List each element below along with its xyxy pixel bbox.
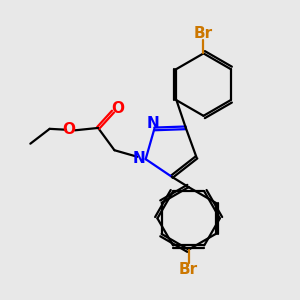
Text: N: N: [146, 116, 159, 131]
Text: O: O: [62, 122, 76, 137]
Text: N: N: [133, 151, 146, 166]
Text: O: O: [111, 101, 124, 116]
Text: Br: Br: [194, 26, 213, 41]
Text: Br: Br: [179, 262, 198, 277]
